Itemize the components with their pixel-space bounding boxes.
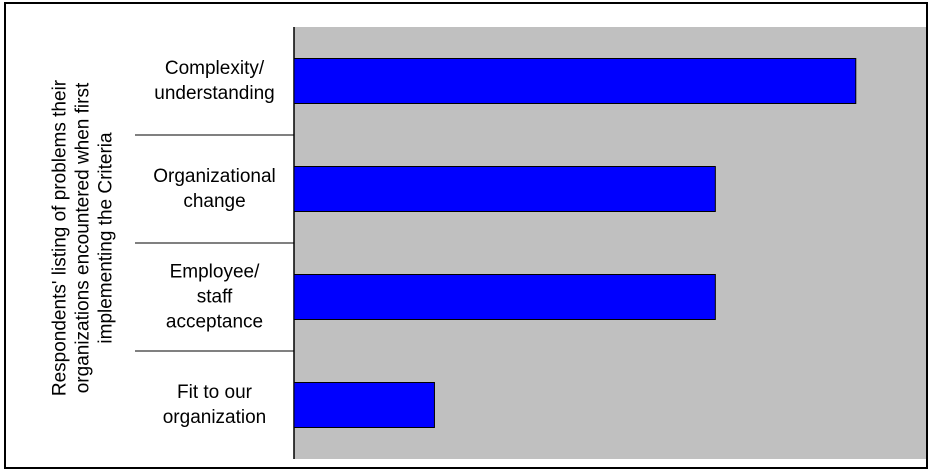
bar: [293, 274, 716, 320]
category-label: Fit to our organization: [162, 382, 267, 428]
bar: [293, 382, 435, 428]
category-label: Organizational change: [153, 166, 276, 212]
category-label: Employee/ staff acceptance: [165, 261, 264, 333]
category-label: Complexity/ understanding: [154, 58, 275, 104]
bar: [293, 166, 716, 212]
bar: [293, 58, 857, 104]
